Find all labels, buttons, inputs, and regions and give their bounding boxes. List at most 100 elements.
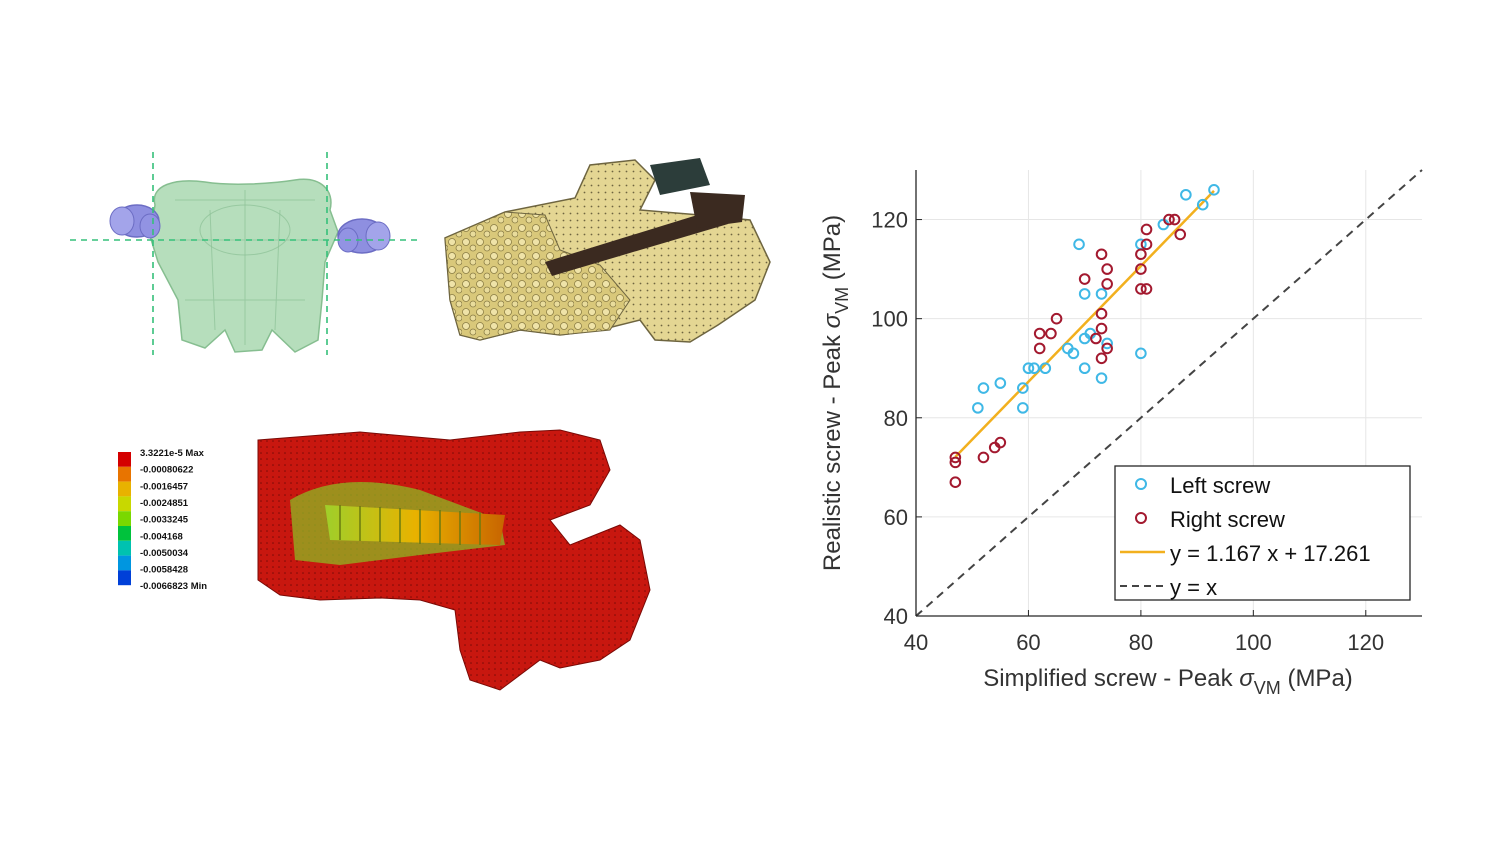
left-screw-point xyxy=(972,402,984,414)
left-screw-point xyxy=(1208,184,1220,196)
colorbar-label: -0.0016457 xyxy=(140,481,188,492)
right-screw-point xyxy=(1101,263,1113,275)
right-screw-point xyxy=(1135,283,1147,295)
y-tick-label: 60 xyxy=(884,505,908,530)
left-screw-point xyxy=(1039,362,1052,375)
right-screw-point xyxy=(949,451,962,464)
y-tick-label: 80 xyxy=(884,406,908,431)
left-screw-head xyxy=(109,204,161,239)
left-screw-point xyxy=(1067,347,1080,360)
legend-right-screw-marker xyxy=(1135,512,1147,524)
left-screw-point xyxy=(1028,362,1040,375)
right-screw-point xyxy=(1090,332,1102,345)
legend-right-screw-label: Right screw xyxy=(1170,507,1285,532)
colorbar-label: -0.0024851 xyxy=(140,498,189,509)
colorbar-label: -0.0050034 xyxy=(140,548,189,559)
left-screw-point xyxy=(977,382,990,394)
left-screw-point xyxy=(1022,362,1035,375)
chart-lines xyxy=(915,169,1423,617)
colorbar-label: -0.004168 xyxy=(140,531,183,542)
right-screw-point xyxy=(1078,273,1091,285)
x-tick-label: 120 xyxy=(1347,630,1384,655)
left-screw-point xyxy=(1078,288,1091,300)
x-tick-label: 80 xyxy=(1129,630,1153,655)
right-screw-point xyxy=(1033,327,1046,340)
colorbar-segment xyxy=(118,496,131,512)
colorbar-segment xyxy=(118,511,131,526)
y-tick-label: 120 xyxy=(871,208,908,233)
colorbar-label: 3.3221e-5 Max xyxy=(140,448,205,459)
right-screw-point xyxy=(1101,278,1113,290)
meshed-screw xyxy=(545,158,745,276)
legend-fit-line-label: y = 1.167 x + 17.261 xyxy=(1170,541,1371,566)
right-screw-point xyxy=(1033,342,1046,355)
section-guide-lines xyxy=(70,152,420,355)
right-screw-point xyxy=(1095,307,1108,320)
chart-axes xyxy=(915,170,1422,617)
left-screw-point xyxy=(1135,347,1147,360)
colorbar-segment xyxy=(118,540,131,556)
right-screw-point xyxy=(977,451,990,464)
right-screw-point xyxy=(1095,322,1108,335)
right-screw-point xyxy=(1045,327,1057,340)
right-screw-point xyxy=(949,456,962,469)
colorbar-label: -0.0033245 xyxy=(140,515,189,526)
y-tick-label: 40 xyxy=(884,604,908,629)
left-screw-point xyxy=(1078,362,1091,375)
left-screw-point xyxy=(1017,402,1029,414)
right-screw-point xyxy=(1135,263,1147,275)
x-tick-label: 40 xyxy=(904,630,928,655)
stress-colorbar: 3.3221e-5 Max -0.00080622 -0.0016457 -0.002… xyxy=(118,448,207,592)
left-screw-point xyxy=(1101,337,1113,350)
right-screw-point xyxy=(1101,342,1113,355)
legend-box xyxy=(1114,465,1411,601)
colorbar-segment xyxy=(118,570,131,586)
colorbar-segment xyxy=(118,526,131,541)
legend-left-screw-label: Left screw xyxy=(1170,473,1270,498)
right-screw-point xyxy=(1095,352,1108,365)
stress-contour-model xyxy=(257,429,651,691)
colorbar-label: -0.0058428 xyxy=(140,565,188,576)
y-tick-label: 100 xyxy=(871,307,908,332)
identity-line xyxy=(915,169,1423,617)
transparent-vertebra-model xyxy=(149,178,339,353)
left-screw-point xyxy=(994,377,1007,389)
right-screw-point xyxy=(1163,213,1175,226)
chart-legend: Left screw Right screw y = 1.167 x + 17.… xyxy=(1114,465,1411,601)
chart-ticks: 40 60 80 100 120 40 60 80 100 120 xyxy=(871,208,1384,655)
chart-points xyxy=(949,184,1220,489)
colorbar-segment xyxy=(118,452,131,467)
x-tick-label: 100 xyxy=(1235,630,1272,655)
colorbar-label: -0.0066823 Min xyxy=(140,581,207,592)
legend-identity-line-label: y = x xyxy=(1170,575,1217,600)
colorbar-segment xyxy=(118,555,131,571)
right-screw-point xyxy=(1140,283,1153,295)
right-screw-point xyxy=(1174,228,1187,241)
left-screw-point xyxy=(1095,372,1108,384)
right-screw-point xyxy=(1135,248,1147,261)
right-screw-point xyxy=(994,436,1007,449)
right-screw-point xyxy=(1140,238,1153,251)
right-screw-point xyxy=(949,476,962,489)
fit-line xyxy=(954,189,1215,458)
colorbar-segment xyxy=(118,466,131,482)
legend-left-screw-marker xyxy=(1135,478,1147,490)
x-axis-label: Simplified screw - Peak σVM (MPa) xyxy=(983,665,1353,698)
left-screw-point xyxy=(1196,198,1209,211)
left-screw-point xyxy=(1095,288,1108,300)
y-axis-label: Realistic screw - Peak σVM (MPa) xyxy=(819,215,852,571)
left-screw-point xyxy=(1073,238,1085,251)
left-screw-point xyxy=(1017,382,1029,394)
colorbar-label: -0.00080622 xyxy=(140,465,193,476)
right-screw-point xyxy=(1050,312,1063,325)
right-screw-point xyxy=(1140,223,1153,236)
colorbar-segment xyxy=(118,481,131,497)
x-tick-label: 60 xyxy=(1016,630,1040,655)
right-screw-point xyxy=(1168,213,1181,226)
left-screw-point xyxy=(1180,188,1192,201)
